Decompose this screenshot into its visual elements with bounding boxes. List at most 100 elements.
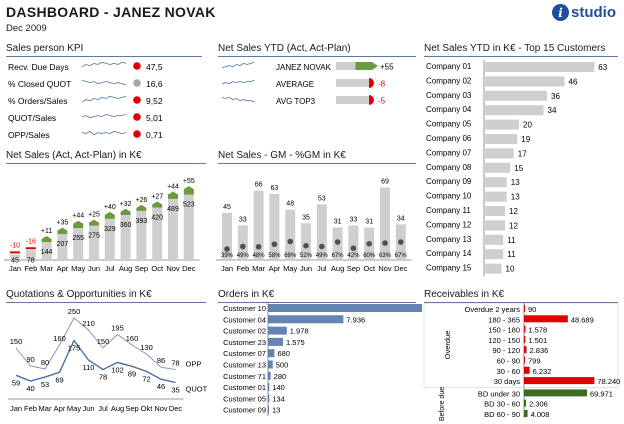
gm-pct-label: 69% [284, 253, 297, 259]
top15-category: Company 11 [426, 206, 471, 215]
gm-month: Jul [317, 264, 327, 273]
gm-bar [348, 225, 359, 260]
ytd-bar [336, 96, 372, 104]
orders-category: Customer 05 [223, 394, 266, 403]
top15-chart: Company 01 63 Company 02 46 Company 03 36 Comp… [426, 60, 608, 276]
recv-category: 30 - 60 [497, 367, 520, 376]
quot-point-label: 90 [26, 355, 34, 364]
netsales-bar [120, 215, 131, 260]
orders-value: 280 [274, 372, 287, 381]
quot-point-label: 69 [55, 375, 63, 384]
quot-month: May [67, 404, 81, 413]
section-title-quotations: Quotations & Opportunities in K€ [6, 289, 152, 300]
recv-bar [524, 315, 568, 323]
gm-pct-label: 49% [237, 253, 250, 259]
quot-point-label: 210 [82, 319, 95, 328]
gm-bar [285, 209, 296, 260]
netsales-delta-label: +11 [41, 228, 52, 235]
orders-category: Customer 07 [223, 349, 266, 358]
quot-point-label: 110 [83, 363, 95, 372]
kpi-label: % Orders/Sales [8, 96, 68, 106]
netsales-bar [89, 225, 99, 260]
recv-category: 120 - 150 [488, 336, 520, 345]
netsales-delta-marker [73, 220, 84, 229]
recv-category: 150 - 180 [488, 326, 520, 335]
gm-month: Sep [347, 264, 360, 273]
brand-logo: i studio [552, 4, 616, 21]
gm-value: 53 [318, 195, 326, 202]
netsales-value: 78 [27, 257, 35, 264]
netsales-delta-marker [25, 247, 36, 250]
gm-pct-dot [287, 238, 293, 245]
recv-bar [524, 305, 525, 312]
kpi-status-dot [133, 79, 141, 87]
gm-pct-label: 49% [316, 253, 329, 259]
quot-month: Jan [10, 404, 22, 413]
top15-bar [484, 263, 502, 274]
quot-point-label: 53 [41, 380, 49, 389]
netsales-delta-marker [89, 219, 99, 226]
recv-bar [524, 399, 527, 407]
ytd-delta-marker [355, 62, 378, 70]
quot-point-label: 195 [111, 324, 124, 333]
recv-group-before-due: Before due [439, 387, 446, 421]
netsales-month: May [71, 264, 85, 273]
orders-bar [268, 405, 269, 414]
logo-text: studio [571, 4, 616, 21]
gm-pct-label: 63% [379, 253, 392, 259]
recv-bar [524, 335, 526, 343]
top15-category: Company 15 [426, 264, 472, 273]
gm-pct-label: 67% [332, 253, 345, 259]
kpi-label: % Closed QUOT [8, 79, 71, 89]
top15-bar [484, 191, 507, 202]
orders-category: Customer 04 [223, 315, 266, 324]
kpi-sparkline [81, 113, 127, 119]
netsales-chart: 45 -10 Jan 78 -16 Feb 144 +11 Mar 207 +35 Apr 255 +44… [4, 178, 200, 273]
gm-pct-dot [334, 239, 341, 245]
netsales-month: Jan [9, 264, 21, 273]
quot-month: Nov [154, 404, 168, 413]
gm-pct-dot [350, 245, 357, 252]
netsales-value: 329 [104, 226, 116, 233]
top15-value: 13 [511, 178, 520, 187]
netsales-value: 255 [72, 235, 84, 242]
orders-bar [268, 304, 422, 312]
netsales-delta-label: -10 [10, 242, 20, 249]
quot-point-label: 40 [26, 384, 34, 393]
recv-bar [524, 325, 526, 333]
netsales-delta-marker [183, 186, 194, 195]
quot-series-name: QUOT [186, 385, 208, 394]
netsales-value: 489 [167, 206, 179, 213]
top15-value: 11 [507, 250, 516, 259]
netsales-month: Dec [182, 264, 196, 273]
recv-value: 90 [528, 305, 536, 314]
gm-pct-dot [271, 241, 278, 248]
gm-bar [316, 204, 327, 260]
gm-value: 66 [255, 182, 263, 189]
gm-month: Aug [331, 264, 344, 273]
top15-bar [484, 105, 544, 116]
kpi-sparkline [81, 130, 127, 136]
kpi-status-dot [133, 130, 141, 138]
gm-pct-label: 52% [300, 253, 313, 259]
recv-value: 78.240 [597, 377, 620, 386]
recv-group-overdue: Overdue [443, 331, 452, 360]
quot-point-label: 46 [157, 382, 165, 391]
orders-value: 1.978 [290, 327, 309, 336]
gm-pct-dot [319, 243, 325, 250]
ytd-panel: JANEZ NOVAK +55 AVERAGE -8 AVG TOP3 -5 [221, 61, 394, 106]
gm-month: Apr [269, 264, 281, 273]
recv-category: BD 30 - 60 [484, 400, 520, 409]
top15-category: Company 09 [426, 177, 472, 186]
kpi-value: 47,5 [146, 62, 163, 72]
top15-value: 10 [506, 265, 515, 274]
top15-category: Company 08 [426, 163, 472, 172]
top15-value: 12 [509, 221, 518, 230]
section-title-ytd: Net Sales YTD (Act, Act-Plan) [218, 43, 351, 54]
top15-value: 13 [511, 193, 520, 202]
top15-value: 20 [523, 121, 532, 130]
netsales-month: Mar [40, 264, 53, 273]
orders-category: Customer 01 [223, 383, 266, 392]
ytd-bar [336, 62, 372, 70]
section-title-kpi: Sales person KPI [6, 43, 84, 54]
